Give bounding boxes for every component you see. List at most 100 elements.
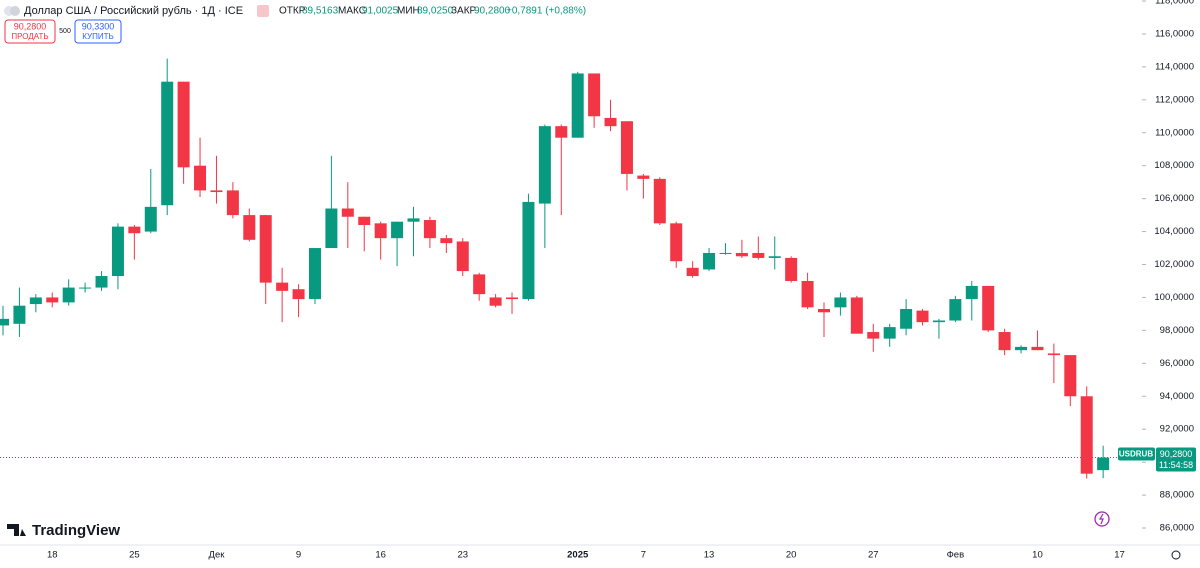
candle-body: [79, 287, 92, 289]
spread: 500: [59, 28, 71, 35]
candle-body: [801, 280, 814, 308]
icon: [257, 5, 269, 17]
candle-body: [735, 252, 748, 257]
buy-price[interactable]: 90,3300: [82, 21, 115, 31]
candle-body: [620, 121, 633, 174]
candle-body: [161, 81, 174, 206]
candle-body: [276, 282, 289, 291]
x-tick-label: 27: [868, 550, 879, 561]
candle-body: [867, 332, 880, 339]
candle-body: [752, 252, 765, 258]
ohlc-label: ОТКР: [279, 6, 306, 17]
buy-button[interactable]: 90,3300 КУПИТЬ: [74, 19, 122, 44]
y-tick-label: 100,0000: [1154, 292, 1194, 303]
candle-body: [1047, 353, 1060, 356]
candle-body: [62, 287, 75, 303]
price-tag-value: 90,2800: [1160, 449, 1193, 459]
logo: TradingView: [32, 522, 120, 539]
price-tag-time: 11:54:58: [1159, 460, 1193, 470]
sell-box[interactable]: [4, 19, 56, 44]
candle-body: [243, 215, 256, 240]
candle-body: [456, 241, 469, 272]
y-tick-label: 96,0000: [1160, 358, 1194, 369]
y-tick-label: 98,0000: [1160, 325, 1194, 336]
x-tick-label: Дек: [209, 550, 226, 561]
candle-body: [883, 327, 896, 339]
plot: [0, 58, 1110, 479]
candle-body: [194, 165, 207, 191]
candle-body: [506, 297, 519, 300]
candle-body: [13, 305, 26, 324]
candle-body: [1080, 396, 1093, 474]
candle-body: [440, 238, 453, 244]
candle-body: [292, 289, 305, 300]
candle-body: [423, 220, 436, 239]
x-tick-label: 10: [1032, 550, 1043, 561]
y-tick-label: 114,0000: [1155, 61, 1194, 72]
y-tick-label: 108,0000: [1154, 160, 1194, 171]
candle-body: [144, 206, 157, 232]
candle-body: [670, 223, 683, 262]
candle-body: [850, 297, 863, 334]
candle-body: [686, 267, 699, 277]
candle-body: [489, 297, 502, 306]
y-tick-label: 116,0000: [1155, 28, 1194, 39]
sell-button[interactable]: 90,2800 ПРОДАТЬ: [4, 19, 56, 44]
ohlc-change: +0,7891 (+0,88%): [506, 6, 586, 17]
x-tick-label: 20: [786, 550, 797, 561]
candle-body: [637, 175, 650, 179]
x-tick-label: 16: [375, 550, 386, 561]
candle-body: [128, 226, 141, 234]
candle-body: [538, 126, 551, 204]
sell-label[interactable]: ПРОДАТЬ: [11, 32, 48, 41]
candle-body: [768, 256, 781, 258]
candle-body: [46, 297, 59, 303]
y-tick-label: 86,0000: [1160, 523, 1194, 534]
candle-body: [949, 299, 962, 321]
x-tick-label: 13: [704, 550, 715, 561]
price-tag: [1156, 447, 1196, 472]
candle-body: [588, 73, 601, 117]
candle-body: [358, 216, 371, 225]
candle-body: [965, 285, 978, 300]
sell-price[interactable]: 90,2800: [14, 21, 47, 31]
y-tick-label: 118,0000: [1155, 0, 1194, 7]
candle-body: [341, 208, 354, 217]
candle-body: [210, 190, 223, 193]
candle-body: [1031, 346, 1044, 351]
ohlc-value: 89,5163: [302, 6, 339, 17]
x-tick-label: Фев: [947, 550, 965, 561]
x-tick-label: 9: [296, 550, 301, 561]
candle-body: [653, 178, 666, 224]
candle-body: [916, 310, 929, 323]
alert-icon-bolt: [1098, 513, 1104, 525]
x-tick-label: 25: [129, 550, 140, 561]
y-tick-label: 102,0000: [1154, 259, 1194, 270]
candle-body: [1097, 457, 1110, 471]
candle-body: [325, 208, 338, 249]
candle-body: [473, 274, 486, 295]
x-tick-label: 2025: [567, 550, 589, 561]
y-tick-label: 106,0000: [1154, 193, 1194, 204]
icon: [10, 6, 20, 16]
settings-icon[interactable]: [1171, 550, 1181, 560]
price-tag-symbol: USDRUB: [1119, 450, 1153, 459]
candle-body: [111, 226, 124, 277]
candle-body: [259, 215, 272, 283]
candle-body: [785, 257, 798, 281]
candle-body: [703, 252, 716, 270]
buy-label[interactable]: КУПИТЬ: [82, 32, 113, 41]
alert-icon[interactable]: [1094, 511, 1110, 527]
x-tick-label: 18: [47, 550, 58, 561]
candle-body: [900, 308, 913, 329]
candle-body: [391, 221, 404, 239]
y-tick-label: 110,0000: [1155, 127, 1194, 138]
candle-body: [1064, 355, 1077, 397]
candle-body: [818, 308, 830, 313]
buy-box[interactable]: [74, 19, 122, 44]
y-tick-label: 88,0000: [1160, 490, 1194, 501]
symbol-title: Доллар США / Российский рубль · 1Д · ICE: [24, 5, 243, 17]
candle-body: [407, 218, 420, 222]
x-tick-label: 7: [641, 550, 646, 561]
